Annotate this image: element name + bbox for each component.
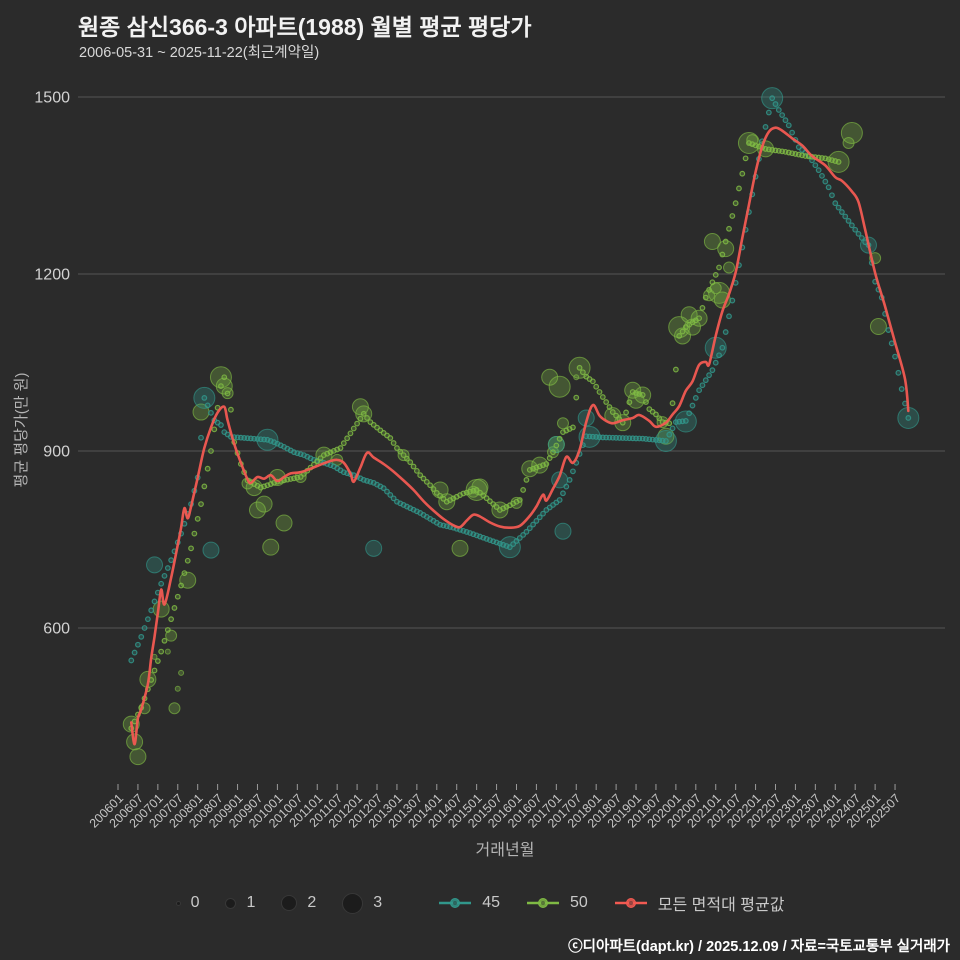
legend-line-sample-icon [526, 898, 559, 908]
bubble-45 [146, 556, 164, 574]
legend-series-45[interactable]: 45 [438, 894, 500, 912]
legend-size-label: 1 [246, 894, 256, 911]
bubble-50 [556, 417, 569, 430]
legend-series-label: 50 [569, 894, 588, 911]
gridlines: 600 900 1200 1500 [34, 90, 945, 638]
series-average-line [130, 126, 910, 746]
legend-size-1: 1 [225, 894, 255, 912]
bubble-50 [248, 501, 266, 519]
bubble-50 [723, 261, 736, 274]
page-title: 원종 삼신366-3 아파트(1988) 월별 평균 평당가 [78, 14, 532, 40]
bubble-50 [174, 685, 181, 692]
bubble-50 [178, 669, 185, 676]
chart-legend: 0 1 2 3 45 50 모든 면적대 평균값 [0, 891, 960, 915]
legend-series-50[interactable]: 50 [526, 894, 588, 912]
price-bubble-chart: 600 900 1200 1500 20060120060720070120070720… [34, 87, 945, 831]
bubble-50 [451, 539, 469, 557]
bubble-50 [215, 377, 233, 395]
size-circle-icon [175, 900, 181, 906]
legend-size-label: 0 [190, 894, 200, 911]
y-tick-label: 1500 [34, 90, 70, 107]
y-axis-title: 평균 평당가(만 원) [13, 372, 30, 488]
x-axis-title: 거래년월 [475, 842, 535, 859]
bubble-50 [397, 449, 410, 462]
bubble-45 [202, 541, 220, 559]
legend-size-label: 2 [307, 894, 317, 911]
bubble-50 [129, 748, 147, 766]
bubble-50 [840, 121, 863, 144]
series-50-dotted-line [128, 140, 842, 732]
bubble-45 [498, 536, 521, 559]
y-tick-label: 600 [43, 621, 70, 638]
legend-series-label: 모든 면적대 평균값 [657, 897, 785, 914]
bubble-50 [165, 629, 178, 642]
legend-size-3: 3 [342, 892, 383, 914]
bubble-50 [255, 495, 273, 513]
bubble-45 [365, 539, 383, 557]
bubble-50 [168, 702, 181, 715]
bubble-50 [869, 318, 887, 336]
bubble-45 [256, 428, 279, 451]
legend-line-sample-icon [614, 898, 647, 908]
bubble-50 [548, 375, 571, 398]
bubble-50 [164, 648, 171, 655]
bubble-50 [521, 460, 539, 478]
legend-size-label: 3 [373, 894, 383, 911]
bubble-50 [179, 571, 197, 589]
bubble-50 [703, 233, 721, 251]
legend-size-2: 2 [281, 894, 316, 912]
series-45-dotted-line [128, 95, 912, 664]
bubble-45 [554, 522, 572, 540]
size-circle-icon [281, 895, 298, 911]
bubble-50 [355, 405, 373, 423]
y-tick-label: 1200 [34, 267, 70, 284]
x-axis-ticks: 2006012006072007012007072008012008072009… [87, 784, 903, 831]
size-circle-icon [225, 897, 237, 909]
copyright-footer: ⓒ디아파트(dapt.kr) / 2025.12.09 / 자료=국토교통부 실… [568, 939, 950, 955]
bubble-50 [262, 538, 280, 556]
date-range-subtitle: 2006-05-31 ~ 2025-11-22(최근계약일) [79, 45, 320, 61]
size-circle-icon [342, 892, 364, 914]
bubble-45 [674, 410, 697, 433]
y-tick-label: 900 [43, 444, 70, 461]
transaction-bubbles [122, 87, 920, 766]
legend-series-label: 45 [482, 894, 500, 911]
legend-line-sample-icon [439, 898, 472, 908]
bubble-50 [209, 366, 232, 389]
bubble-45 [193, 386, 216, 409]
legend-size-0: 0 [175, 894, 200, 912]
legend-series-average[interactable]: 모든 면적대 평균값 [614, 891, 785, 915]
bubble-50 [221, 387, 234, 400]
bubble-50 [275, 514, 293, 532]
